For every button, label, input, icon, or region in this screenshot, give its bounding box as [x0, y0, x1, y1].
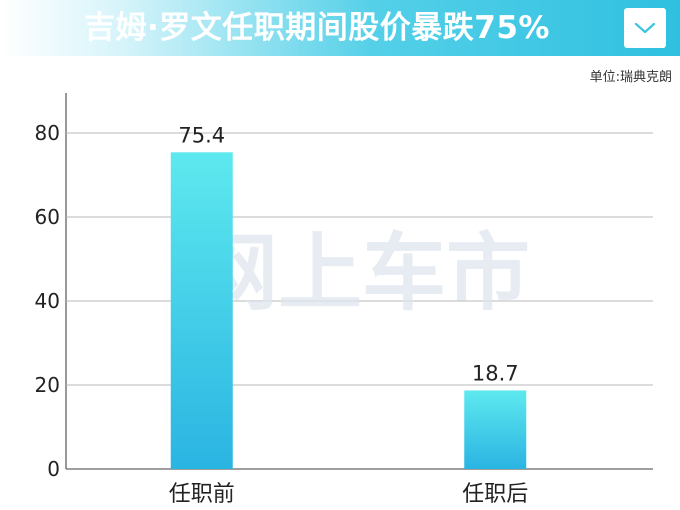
dropdown-button[interactable] — [624, 8, 666, 48]
y-tick-label: 40 — [35, 289, 60, 313]
chevron-down-icon — [634, 22, 656, 34]
data-label: 18.7 — [472, 361, 519, 385]
x-tick-label: 任职前 — [169, 482, 235, 507]
y-tick-label: 0 — [47, 457, 60, 481]
title-banner: 吉姆·罗文任职期间股价暴跌75% — [0, 0, 680, 56]
y-tick-label: 80 — [35, 121, 60, 145]
bar — [170, 152, 233, 469]
x-tick-label: 任职后 — [462, 482, 528, 507]
y-tick-label: 60 — [35, 205, 60, 229]
bar — [464, 390, 527, 469]
chart-title: 吉姆·罗文任职期间股价暴跌75% — [84, 10, 550, 46]
watermark: 网上车市 — [194, 224, 530, 322]
y-tick-label: 20 — [35, 373, 60, 397]
data-label: 75.4 — [178, 123, 225, 147]
unit-label: 单位:瑞典克朗 — [589, 70, 672, 85]
